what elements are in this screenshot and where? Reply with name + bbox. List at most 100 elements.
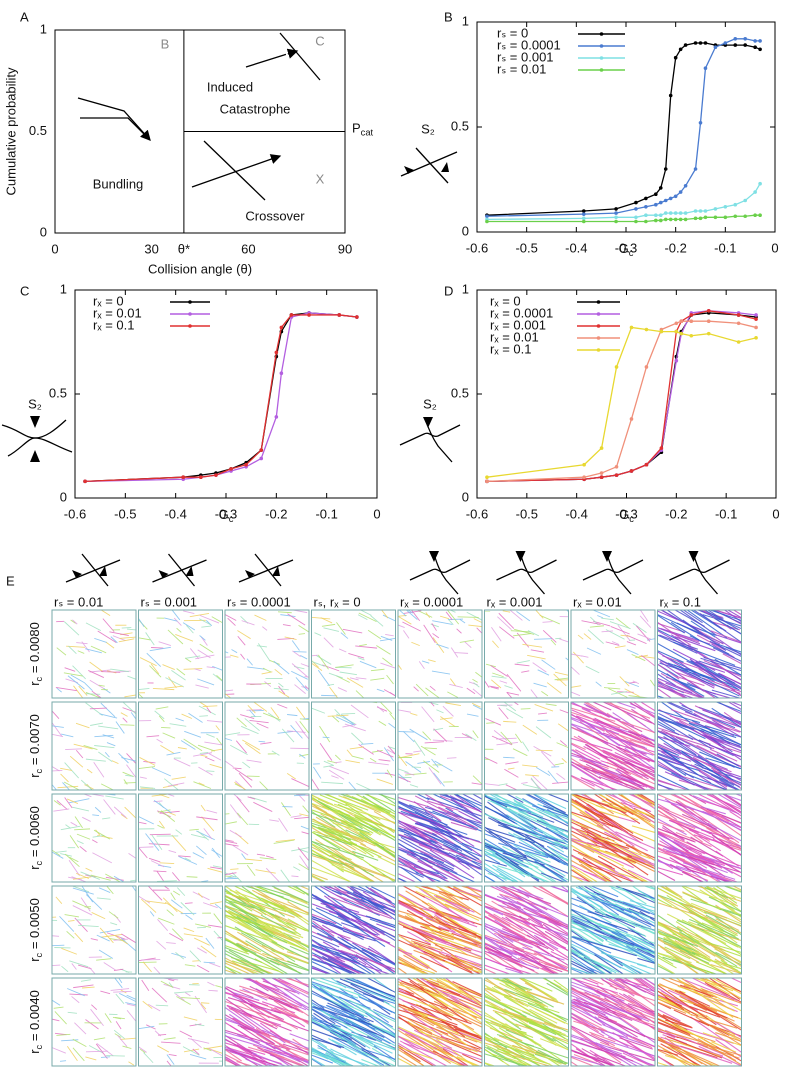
filament (657, 657, 710, 685)
legend-label: rₓ = 0.001 (490, 317, 546, 332)
filament (657, 685, 695, 698)
filament (255, 869, 276, 874)
filament (433, 894, 475, 913)
filament (571, 936, 637, 957)
filament (311, 893, 335, 911)
filament (532, 775, 548, 790)
filament (571, 968, 585, 974)
filament (484, 934, 525, 951)
filament (523, 907, 561, 927)
filament (225, 1056, 243, 1066)
filament (402, 1000, 472, 1025)
filament (153, 800, 163, 803)
filament (124, 694, 136, 698)
filament (633, 794, 655, 806)
filament (692, 610, 727, 632)
tile (571, 978, 655, 1066)
filament (138, 637, 151, 641)
filament (445, 702, 461, 707)
tile-border (51, 609, 137, 699)
filament (701, 829, 734, 840)
filament (64, 914, 80, 918)
filament (290, 724, 303, 739)
filament (243, 886, 284, 898)
filament (666, 913, 727, 945)
filament (100, 990, 111, 995)
filament (229, 654, 239, 658)
filament (120, 814, 128, 820)
filament (398, 1027, 438, 1050)
filament (55, 850, 67, 853)
filament (591, 702, 612, 711)
filament (189, 1054, 207, 1060)
filament (663, 936, 717, 964)
filament (571, 915, 621, 940)
filament (443, 843, 477, 861)
filament (466, 687, 476, 695)
filament (72, 900, 91, 910)
filament (608, 1046, 655, 1062)
filament (225, 957, 257, 974)
filament (630, 964, 653, 974)
filament (270, 707, 280, 719)
filament (264, 681, 272, 687)
data-point (706, 319, 711, 324)
filament (259, 857, 277, 861)
filament (235, 740, 247, 754)
filament (175, 952, 185, 960)
filament (229, 744, 248, 756)
filament (627, 857, 655, 873)
tile-bg (225, 702, 309, 790)
filament (329, 1034, 385, 1066)
filament (327, 895, 392, 920)
filament (426, 980, 482, 1007)
filament (432, 620, 453, 625)
filament (56, 800, 68, 810)
filament (571, 924, 604, 946)
filament (261, 933, 302, 949)
filament (300, 655, 308, 660)
filament (66, 930, 75, 939)
filament (461, 842, 482, 852)
filament (657, 805, 678, 821)
filament (146, 735, 160, 738)
filament (571, 944, 591, 959)
tile (398, 886, 482, 974)
filament (494, 1011, 520, 1028)
filament (593, 610, 611, 618)
filament (89, 679, 105, 690)
filament (398, 1005, 425, 1018)
filament (611, 931, 655, 954)
data-point (181, 475, 186, 480)
filament (225, 915, 251, 930)
filament (456, 1056, 481, 1066)
filament (450, 647, 459, 658)
filament (657, 938, 700, 963)
filament (311, 854, 343, 866)
filament (334, 754, 341, 761)
filament (594, 1016, 629, 1038)
filament (145, 833, 160, 851)
filament (417, 860, 462, 882)
filament (326, 850, 352, 861)
panel-letter: E (6, 573, 15, 588)
filament (215, 725, 220, 731)
filament (718, 901, 742, 919)
filament (216, 674, 223, 682)
filament (714, 978, 742, 993)
filament (601, 630, 614, 633)
region-letter: X (316, 171, 325, 186)
filament (571, 994, 606, 1010)
filament (505, 916, 546, 946)
filament (242, 739, 260, 751)
filament (254, 614, 267, 621)
filament (537, 945, 569, 967)
filament (113, 990, 132, 993)
row-label-sub: c (34, 768, 44, 773)
filament (657, 956, 677, 969)
filament (261, 978, 309, 1011)
filament (605, 798, 634, 816)
filament (571, 775, 597, 790)
filament (401, 962, 426, 974)
tile (311, 610, 396, 698)
